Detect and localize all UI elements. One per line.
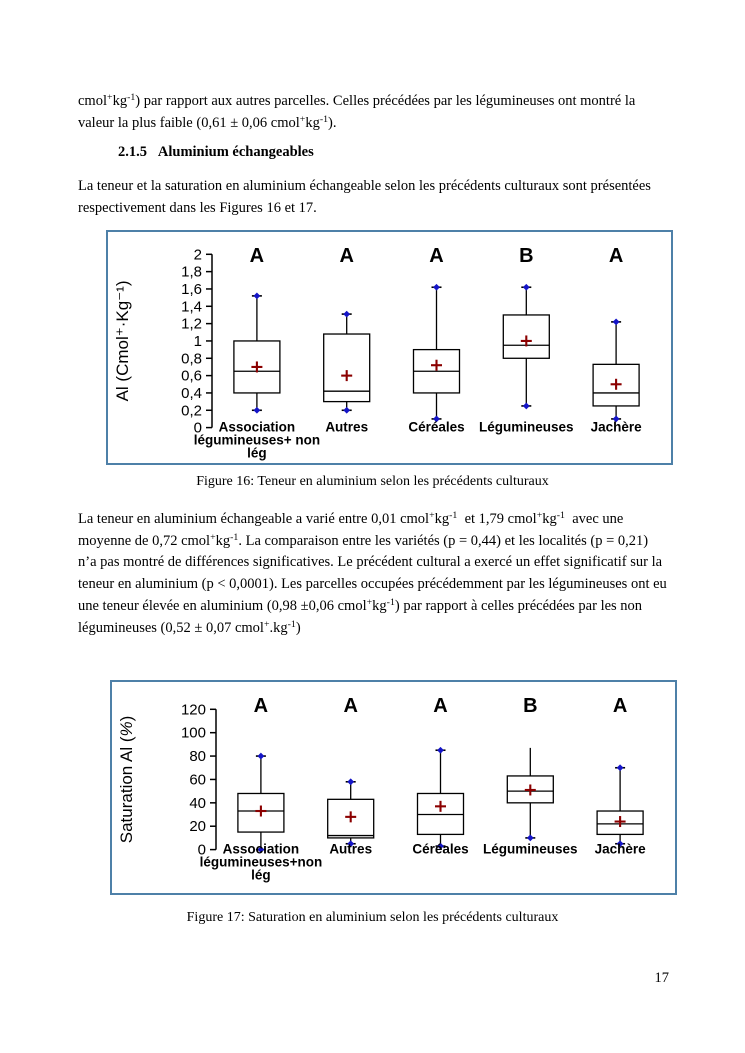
svg-text:A: A bbox=[339, 245, 353, 267]
svg-text:Autres: Autres bbox=[325, 420, 368, 435]
svg-text:A: A bbox=[343, 695, 357, 717]
svg-text:Al (Cmol⁺·Kg⁻¹): Al (Cmol⁺·Kg⁻¹) bbox=[113, 280, 132, 401]
svg-text:A: A bbox=[254, 695, 268, 717]
svg-text:60: 60 bbox=[189, 771, 206, 788]
svg-text:lég: lég bbox=[251, 868, 271, 883]
svg-text:A: A bbox=[609, 245, 623, 267]
svg-text:0,2: 0,2 bbox=[181, 402, 202, 419]
svg-text:1: 1 bbox=[194, 333, 202, 350]
svg-text:1,2: 1,2 bbox=[181, 316, 202, 333]
svg-text:Céréales: Céréales bbox=[412, 842, 468, 857]
svg-text:Jachère: Jachère bbox=[591, 420, 643, 435]
svg-text:1,4: 1,4 bbox=[181, 298, 202, 315]
svg-text:Autres: Autres bbox=[329, 842, 372, 857]
svg-text:20: 20 bbox=[189, 818, 206, 835]
svg-text:Jachère: Jachère bbox=[595, 842, 647, 857]
svg-text:1,6: 1,6 bbox=[181, 281, 202, 298]
svg-text:2: 2 bbox=[194, 246, 202, 263]
svg-text:Saturation Al (%): Saturation Al (%) bbox=[117, 716, 136, 844]
svg-text:80: 80 bbox=[189, 748, 206, 765]
svg-text:lég: lég bbox=[247, 446, 267, 461]
svg-text:100: 100 bbox=[181, 725, 206, 742]
svg-text:B: B bbox=[519, 245, 533, 267]
svg-text:A: A bbox=[429, 245, 443, 267]
svg-text:A: A bbox=[613, 695, 627, 717]
svg-text:120: 120 bbox=[181, 701, 206, 718]
svg-text:40: 40 bbox=[189, 795, 206, 812]
svg-text:0,6: 0,6 bbox=[181, 368, 202, 385]
svg-text:0,4: 0,4 bbox=[181, 385, 202, 402]
svg-text:Légumineuses: Légumineuses bbox=[483, 842, 578, 857]
svg-text:B: B bbox=[523, 695, 537, 717]
svg-text:A: A bbox=[250, 245, 264, 267]
svg-text:A: A bbox=[433, 695, 447, 717]
svg-text:Légumineuses: Légumineuses bbox=[479, 420, 574, 435]
svg-text:Céréales: Céréales bbox=[408, 420, 464, 435]
svg-text:0,8: 0,8 bbox=[181, 350, 202, 367]
svg-text:1,8: 1,8 bbox=[181, 264, 202, 281]
